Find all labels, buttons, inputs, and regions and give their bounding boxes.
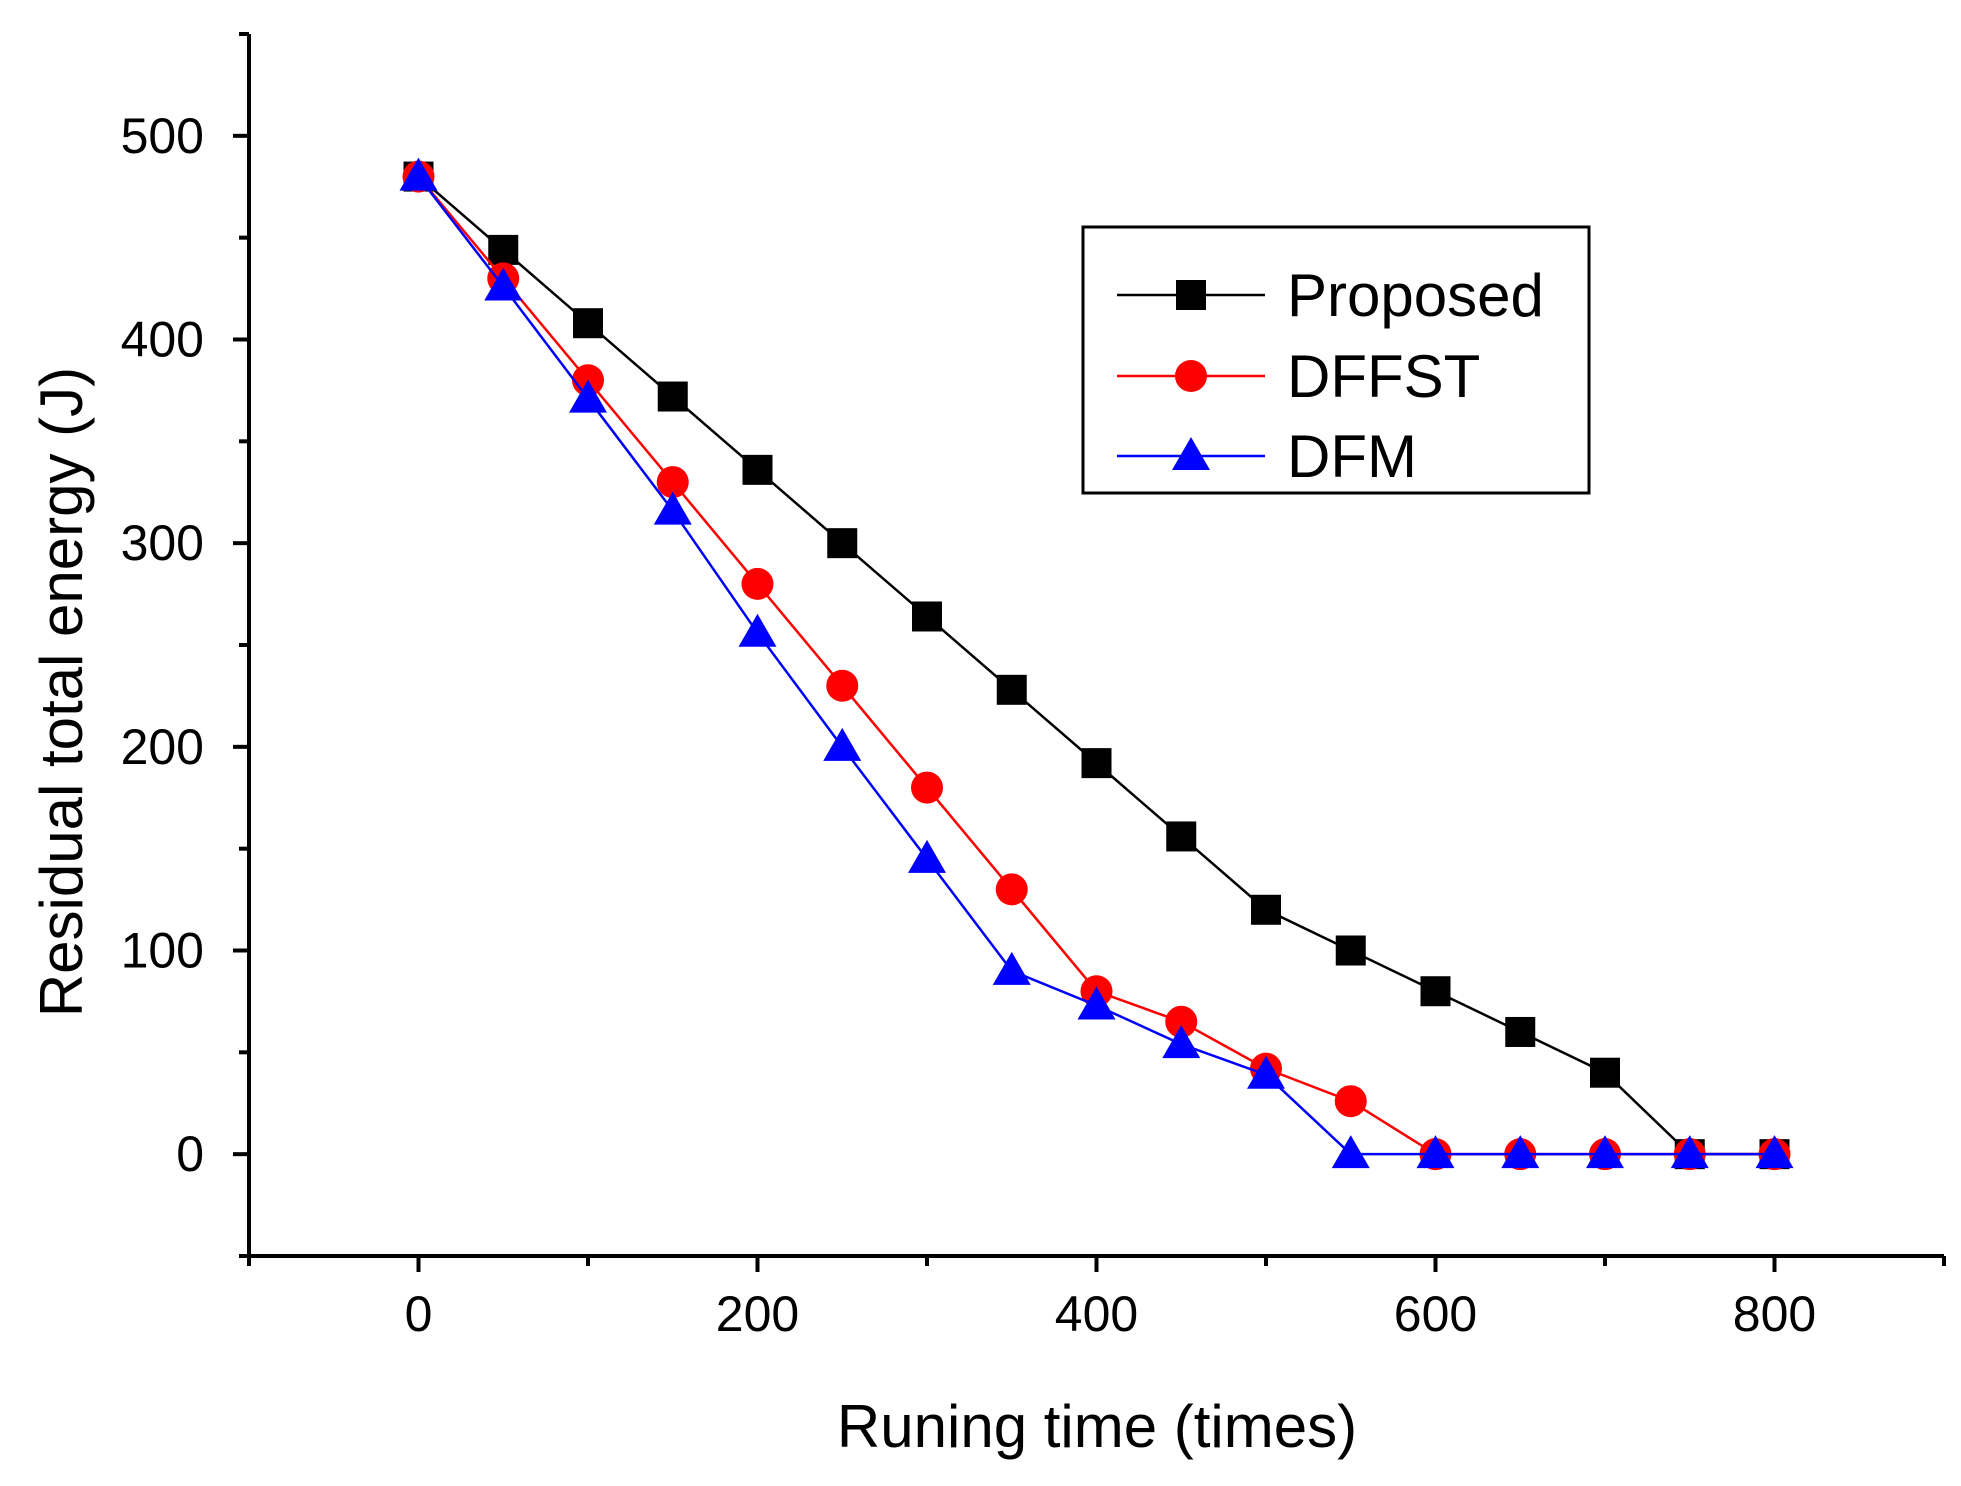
data-point-dfm xyxy=(738,613,777,647)
legend-label-proposed: Proposed xyxy=(1287,262,1544,329)
data-point-dffst xyxy=(1334,1085,1367,1118)
y-tick-label: 300 xyxy=(121,515,204,571)
data-point-dffst xyxy=(995,873,1028,906)
x-tick-label: 400 xyxy=(1055,1286,1138,1342)
legend-marker-dfm xyxy=(1172,437,1210,470)
y-tick-label: 0 xyxy=(176,1126,204,1182)
y-tick-label: 100 xyxy=(121,923,204,979)
data-point-dfm xyxy=(1586,1135,1624,1169)
legend-marker-proposed xyxy=(1176,280,1206,310)
data-point-proposed xyxy=(912,601,942,632)
data-point-dfm xyxy=(653,491,692,525)
x-tick-label: 800 xyxy=(1733,1286,1816,1342)
legend-marker-dffst xyxy=(1175,360,1207,392)
data-point-proposed xyxy=(1505,1016,1536,1047)
data-point-dffst xyxy=(656,466,689,499)
data-point-proposed xyxy=(1420,976,1451,1007)
data-point-dfm xyxy=(1755,1135,1794,1169)
x-tick-label: 600 xyxy=(1394,1286,1477,1342)
data-point-dfm xyxy=(1162,1025,1201,1059)
data-point-proposed xyxy=(1166,821,1197,852)
data-point-dfm xyxy=(1416,1135,1455,1169)
data-point-dfm xyxy=(1501,1135,1540,1169)
y-tick-label: 400 xyxy=(121,312,204,368)
data-point-dfm xyxy=(992,951,1031,985)
data-point-proposed xyxy=(1335,935,1366,966)
legend: Proposed DFFST DFM xyxy=(1081,225,1591,495)
data-point-dffst xyxy=(741,567,774,600)
series-layer xyxy=(399,157,1794,1171)
data-point-dffst xyxy=(1165,1005,1198,1038)
y-axis-title: Residual total energy (J) xyxy=(28,367,95,1017)
data-point-dfm xyxy=(823,727,862,761)
data-point-proposed xyxy=(742,454,773,485)
data-point-dfm xyxy=(908,839,946,873)
data-point-proposed xyxy=(996,674,1027,705)
data-point-proposed xyxy=(573,308,603,339)
x-tick-label: 0 xyxy=(405,1286,433,1342)
legend-label-dffst: DFFST xyxy=(1287,343,1480,410)
data-point-dfm xyxy=(1331,1135,1370,1169)
data-point-dfm xyxy=(569,379,607,413)
data-point-proposed xyxy=(488,234,519,265)
data-point-dfm xyxy=(484,267,523,301)
data-point-proposed xyxy=(1590,1057,1620,1088)
data-point-dffst xyxy=(826,669,859,702)
axes: 0 200 400 600 800 0 100 200 300 400 500 xyxy=(121,32,1946,1342)
legend-label-dfm: DFM xyxy=(1287,423,1417,490)
data-point-dfm xyxy=(399,157,438,191)
data-point-dfm xyxy=(1247,1055,1285,1089)
data-point-proposed xyxy=(1081,748,1112,779)
y-tick-label: 200 xyxy=(121,719,204,775)
data-point-proposed xyxy=(657,381,688,412)
data-point-proposed xyxy=(1251,894,1281,925)
data-point-dfm xyxy=(1077,986,1116,1020)
x-tick-label: 200 xyxy=(716,1286,799,1342)
data-point-dffst xyxy=(911,771,943,804)
x-axis-title: Runing time (times) xyxy=(837,1393,1357,1460)
legend-box xyxy=(1081,225,1591,495)
data-point-proposed xyxy=(827,528,858,559)
series-dfm xyxy=(399,157,1794,1169)
y-tick-label: 500 xyxy=(121,108,204,164)
data-point-dfm xyxy=(1670,1135,1709,1169)
